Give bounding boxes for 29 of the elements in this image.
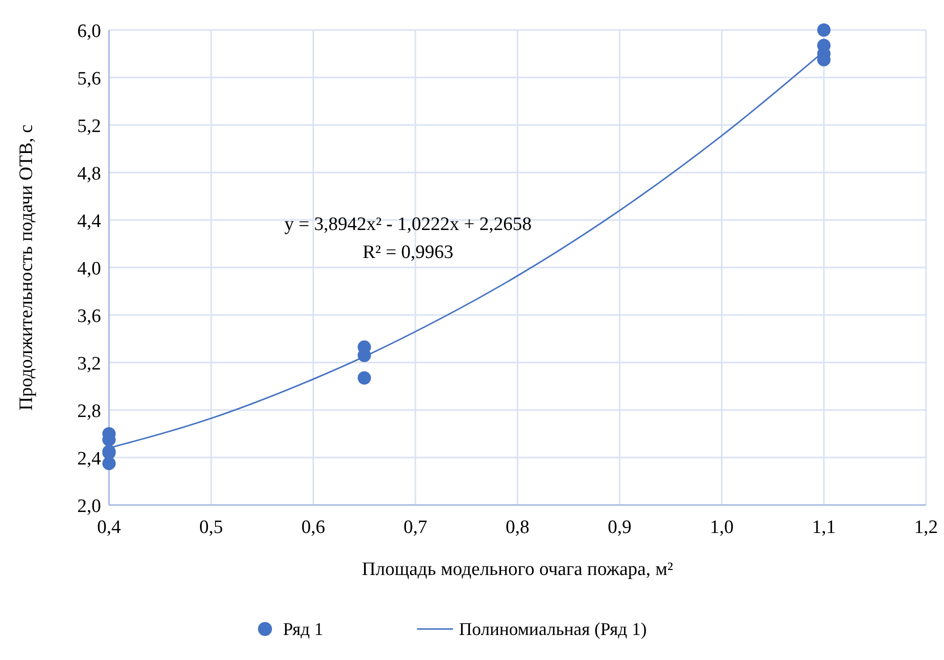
x-tick-label: 0,7: [404, 517, 428, 538]
x-tick-label: 0,8: [506, 517, 530, 538]
x-tick-label: 1,2: [914, 517, 938, 538]
x-tick-label: 0,6: [301, 517, 326, 538]
point: [102, 456, 116, 470]
x-tick-label: 1,1: [812, 517, 836, 538]
legend-label: Полиномиальная (Ряд 1): [459, 619, 647, 639]
x-tick-label: 0,9: [608, 517, 632, 538]
point: [817, 23, 831, 37]
x-tick-label: 0,5: [199, 517, 223, 538]
x-axis-title: Площадь модельного очага пожара, м²: [362, 559, 674, 580]
annotation: y = 3,8942x² - 1,0222x + 2,2658: [284, 214, 532, 235]
y-tick-label: 2,4: [77, 448, 102, 470]
y-tick-label: 2,0: [77, 496, 101, 517]
x-tick-label: 1,0: [710, 517, 734, 538]
y-tick-label: 5,6: [77, 68, 101, 90]
y-axis-title: Продолжительность подачи ОТВ, с: [16, 124, 37, 410]
y-tick-label: 2,8: [77, 401, 101, 422]
y-tick-label: 4,0: [77, 258, 101, 280]
y-tick-label: 3,2: [77, 354, 101, 374]
y-tick-label: 4,4: [77, 211, 102, 232]
y-tick-label: 5,2: [77, 116, 101, 137]
annotation: R² = 0,9963: [362, 242, 454, 263]
y-tick-label: 3,6: [77, 306, 101, 327]
y-tick-label: 6,0: [77, 21, 101, 42]
point: [358, 371, 371, 385]
legend-label: Ряд 1: [283, 619, 324, 639]
x-tick-label: 0,4: [97, 517, 122, 538]
y-tick-label: 4,8: [77, 164, 101, 184]
